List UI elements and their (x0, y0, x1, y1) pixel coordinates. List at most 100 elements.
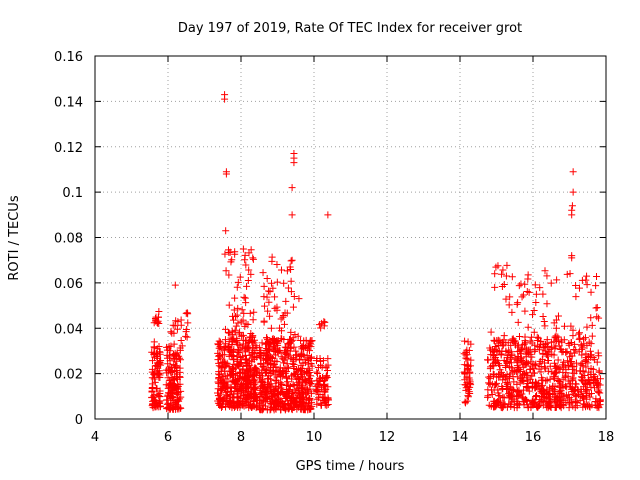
data-point (464, 393, 472, 401)
data-point (288, 406, 296, 414)
data-point (306, 379, 314, 387)
data-point (313, 386, 321, 394)
data-point (239, 362, 247, 370)
data-point (514, 352, 522, 360)
data-point (463, 355, 471, 363)
data-point (247, 246, 255, 254)
data-point (485, 373, 493, 381)
data-point (531, 341, 539, 349)
data-point (502, 347, 510, 355)
data-point (584, 352, 592, 360)
x-tick-label: 10 (306, 430, 323, 445)
data-point (242, 320, 250, 328)
data-point (177, 404, 185, 412)
data-point (515, 332, 523, 340)
data-point (596, 389, 604, 397)
data-point (172, 384, 180, 392)
data-point (281, 349, 289, 357)
data-point (550, 386, 558, 394)
data-point (584, 375, 592, 383)
data-point (484, 392, 492, 400)
data-point (232, 380, 240, 388)
data-point (503, 357, 511, 365)
data-point (579, 344, 587, 352)
data-point (531, 281, 539, 289)
data-point (297, 353, 305, 361)
data-point (271, 293, 279, 301)
data-point (183, 333, 191, 341)
data-point (263, 274, 271, 282)
data-point (289, 334, 297, 342)
data-point (290, 293, 298, 301)
data-point (169, 386, 177, 394)
data-point (271, 376, 279, 384)
data-point (231, 326, 239, 334)
data-point (585, 390, 593, 398)
data-point (570, 369, 578, 377)
data-point (569, 362, 577, 370)
data-point (245, 266, 253, 274)
data-point (240, 392, 248, 400)
data-point (283, 388, 291, 396)
data-point (214, 356, 222, 364)
data-point (540, 317, 548, 325)
data-point (562, 369, 570, 377)
data-point (214, 389, 222, 397)
data-point (563, 383, 571, 391)
data-point (570, 390, 578, 398)
data-point (557, 387, 565, 395)
data-point (594, 349, 602, 357)
data-point (463, 346, 471, 354)
data-point (533, 403, 541, 411)
data-point (491, 283, 499, 291)
data-point (579, 403, 587, 411)
data-point (242, 355, 250, 363)
data-point (508, 273, 516, 281)
data-point (282, 404, 290, 412)
data-point (569, 188, 577, 196)
data-point (307, 379, 315, 387)
data-point (464, 338, 472, 346)
data-point (177, 336, 185, 344)
data-point (216, 395, 224, 403)
data-point (259, 378, 267, 386)
data-points (148, 91, 604, 414)
data-point (543, 272, 551, 280)
data-point (324, 211, 332, 219)
data-point (315, 394, 323, 402)
data-point (592, 395, 600, 403)
data-point (466, 369, 474, 377)
data-point (177, 356, 185, 364)
data-point (237, 318, 245, 326)
data-point (539, 312, 547, 320)
data-point (148, 365, 156, 373)
data-point (242, 261, 250, 269)
data-point (543, 300, 551, 308)
data-point (173, 325, 181, 333)
data-point (492, 381, 500, 389)
data-point (583, 272, 591, 280)
data-point (249, 316, 257, 324)
data-point (520, 377, 528, 385)
data-point (503, 386, 511, 394)
data-point (292, 386, 300, 394)
data-point (521, 280, 529, 288)
y-tick-label: 0.02 (54, 368, 83, 383)
data-point (250, 397, 258, 405)
data-point (541, 322, 549, 330)
y-axis-label: ROTI / TECUs (7, 195, 22, 280)
data-point (261, 302, 269, 310)
data-point (169, 321, 177, 329)
data-point (178, 342, 186, 350)
data-point (170, 375, 178, 383)
data-point (532, 360, 540, 368)
data-point (154, 370, 162, 378)
data-point (551, 344, 559, 352)
data-point (460, 350, 468, 358)
data-point (217, 403, 225, 411)
data-point (168, 390, 176, 398)
data-point (288, 256, 296, 264)
data-point (593, 304, 601, 312)
data-point (484, 356, 492, 364)
data-point (231, 248, 239, 256)
